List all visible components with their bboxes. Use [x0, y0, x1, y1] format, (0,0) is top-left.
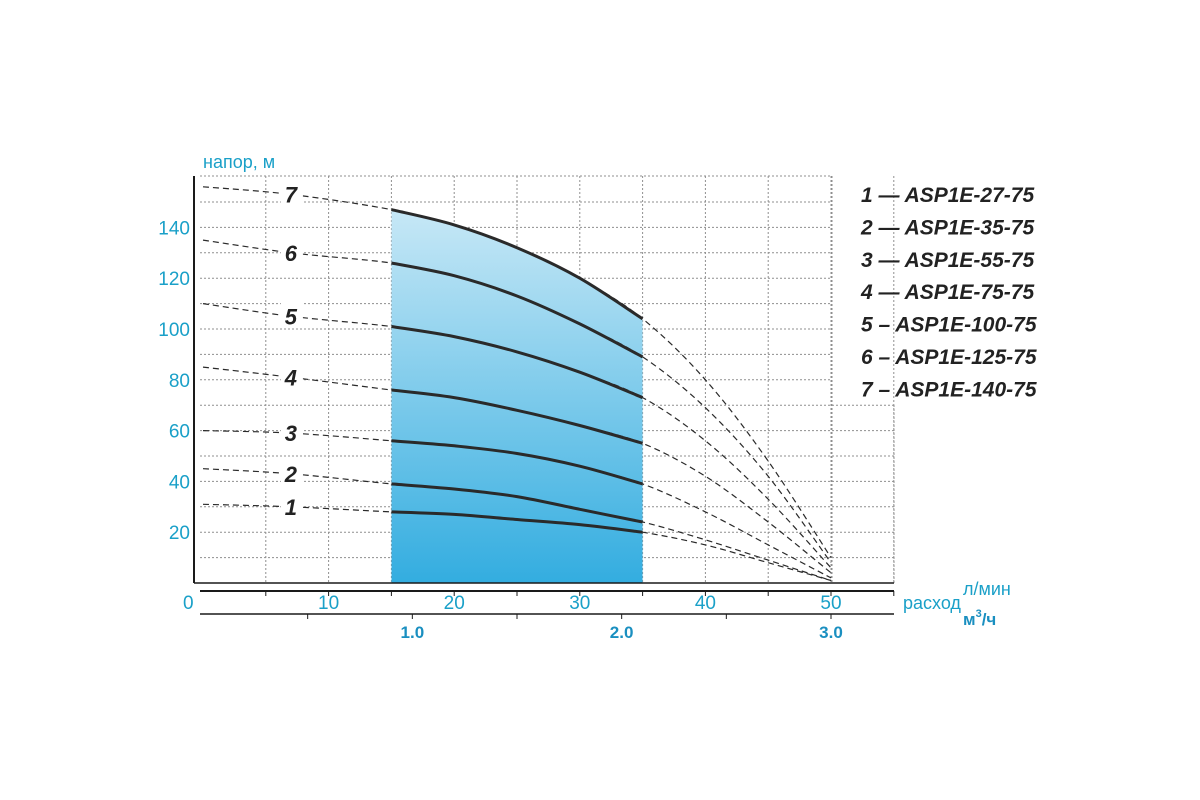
curve-label-bg	[280, 302, 303, 327]
y-tick-label: 140	[158, 218, 190, 239]
curve-1-operating	[391, 510, 643, 534]
curve-label-6: 6	[285, 241, 298, 266]
curve-label-bg	[280, 459, 303, 484]
y-tick-label: 40	[169, 472, 190, 493]
curve-label-5: 5	[285, 304, 298, 329]
curves	[202, 186, 832, 582]
x-axis-unit-primary: л/мин	[963, 579, 1011, 599]
origin-label: 0	[183, 593, 194, 614]
legend-entry: 3 — ASP1E-55-75	[861, 249, 1034, 272]
curve-label-2: 2	[284, 462, 298, 487]
x-axis-title: расход	[903, 593, 961, 613]
x-axis-unit-secondary: м3/ч	[963, 608, 996, 629]
curve-label-bg	[280, 238, 303, 263]
curve-2-operating	[391, 482, 643, 524]
legend-entry: 1 — ASP1E-27-75	[861, 184, 1034, 207]
legend-entry: 6 – ASP1E-125-75	[861, 346, 1037, 369]
curve-label-bg	[280, 419, 303, 444]
y-axis-title: напор, м	[203, 152, 275, 172]
x-tick-label: 10	[318, 593, 339, 614]
x2-tick-label: 2.0	[610, 623, 634, 642]
y-tick-label: 120	[158, 269, 190, 290]
curve-label-bg	[280, 180, 303, 205]
curve-label-1: 1	[285, 495, 297, 520]
curve-label-4: 4	[284, 365, 297, 390]
y-tick-label: 20	[169, 523, 190, 544]
legend-entry: 4 — ASP1E-75-75	[860, 281, 1034, 304]
curve-label-bg	[280, 363, 303, 388]
x-tick-label: 30	[569, 593, 590, 614]
x2-tick-label: 3.0	[819, 623, 843, 642]
curve-number-labels: 1 2 3 4 5 6 7	[280, 180, 303, 520]
y-tick-label: 60	[169, 422, 190, 443]
x-tick-label: 40	[695, 593, 716, 614]
curve-7-operating	[391, 208, 644, 321]
curve-6-operating	[391, 261, 644, 359]
x-tick-label: 50	[820, 593, 841, 614]
y-tick-label: 80	[169, 371, 190, 392]
x2-tick-label: 1.0	[401, 623, 425, 642]
legend-entry: 2 — ASP1E-35-75	[860, 216, 1034, 239]
legend: 1 — ASP1E-27-75 2 — ASP1E-35-75 3 — ASP1E-…	[860, 184, 1037, 401]
curve-3-operating	[391, 439, 643, 486]
legend-entry: 5 – ASP1E-100-75	[861, 314, 1037, 337]
x-tick-label: 20	[444, 593, 465, 614]
legend-entry: 7 – ASP1E-140-75	[861, 378, 1037, 401]
curve-4-operating	[391, 388, 644, 445]
curve-label-7: 7	[285, 182, 299, 207]
curve-label-bg	[280, 492, 303, 517]
curve-label-3: 3	[285, 421, 297, 446]
curve-5-operating	[391, 325, 644, 399]
y-tick-label: 100	[158, 320, 190, 341]
